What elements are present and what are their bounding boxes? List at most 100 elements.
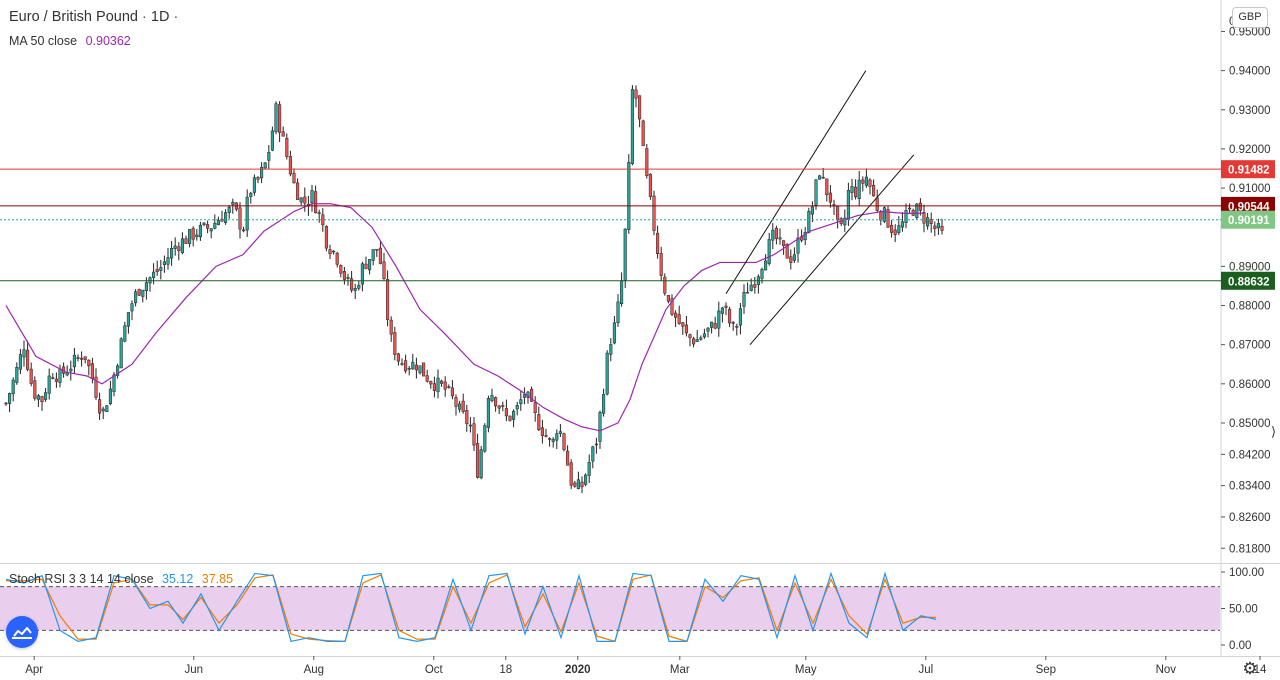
candle-down	[468, 424, 472, 427]
candle-down	[440, 380, 444, 384]
candle-up	[846, 190, 850, 220]
candle-up	[36, 395, 40, 400]
price-level-label-bg	[1221, 210, 1275, 229]
title-separator: ·	[142, 9, 147, 25]
candle-up	[616, 301, 620, 324]
candle-down	[504, 408, 508, 417]
candle-down	[566, 450, 570, 466]
stoch-k-value: 35.12	[162, 572, 194, 586]
candle-up	[152, 271, 156, 278]
candle-down	[335, 252, 339, 265]
candle-up	[353, 288, 357, 291]
candle-down	[184, 238, 188, 244]
time-axis-label: Apr	[25, 664, 43, 676]
stoch-k-line	[5, 571, 937, 643]
candle-up	[447, 386, 451, 388]
candle-down	[497, 405, 501, 409]
candle-down	[414, 364, 418, 371]
candle-up	[807, 211, 811, 233]
symbol-legend[interactable]: Euro / British Pound · 1D ·	[9, 9, 178, 25]
candle-down	[288, 156, 292, 175]
candle-down	[728, 308, 732, 324]
candle-up	[198, 224, 202, 238]
candle-down	[296, 182, 300, 201]
candle-up	[436, 377, 440, 393]
candle-down	[861, 179, 865, 184]
symbol-title: Euro / British Pound	[9, 9, 138, 25]
candle-up	[717, 310, 721, 329]
candle-up	[519, 399, 523, 405]
interval-label: 1D	[150, 9, 170, 25]
candle-down	[450, 387, 454, 397]
candle-down	[191, 228, 195, 240]
candle-up	[274, 103, 278, 133]
candle-down	[378, 247, 382, 264]
candle-up	[44, 392, 48, 400]
ma-legend[interactable]: MA 50 close 0.90362	[9, 34, 131, 48]
currency-button[interactable]: GBP	[1232, 7, 1268, 28]
price-level-label: 0.90544	[1228, 201, 1270, 213]
candle-up	[15, 367, 19, 383]
candle-down	[389, 319, 393, 335]
candle-down	[692, 338, 696, 345]
candle-up	[411, 361, 415, 370]
candle-up	[310, 190, 314, 204]
stoch-legend[interactable]: Stoch RSI 3 3 14 14 close 35.12 37.85	[9, 572, 233, 586]
price-axis-label: 0.93000	[1229, 105, 1271, 117]
candle-down	[4, 402, 8, 405]
candle-down	[886, 209, 890, 228]
candle-down	[443, 381, 447, 390]
candle-down	[929, 219, 933, 224]
price-level-label: 0.88632	[1228, 276, 1270, 288]
time-axis-label: 2020	[565, 664, 591, 676]
candle-down	[641, 120, 645, 147]
candle-down	[461, 400, 465, 412]
candle-up	[270, 130, 274, 151]
candle-up	[224, 212, 228, 223]
candle-down	[94, 376, 98, 398]
candle-up	[119, 338, 123, 369]
candle-up	[418, 365, 422, 374]
candle-down	[425, 375, 429, 382]
price-axis-label: 0.84200	[1229, 449, 1271, 461]
candle-up	[926, 217, 930, 227]
candle-up	[58, 368, 62, 383]
candle-down	[713, 323, 717, 329]
price-level-label-bg	[1221, 196, 1275, 215]
candle-down	[868, 179, 872, 187]
candle-down	[828, 192, 832, 203]
candle-down	[40, 396, 44, 403]
candle-up	[594, 443, 598, 446]
candle-up	[904, 210, 908, 223]
candle-up	[623, 228, 627, 281]
scroll-handle-icon[interactable]: ⟩	[1271, 424, 1277, 439]
price-axis-label: 0.94000	[1229, 66, 1271, 78]
price-axis-label: 0.92000	[1229, 144, 1271, 156]
candle-up	[213, 222, 217, 229]
candle-down	[80, 357, 84, 360]
gear-icon[interactable]: ⚙	[1242, 659, 1258, 678]
candle-up	[702, 333, 706, 338]
candle-up	[522, 394, 526, 398]
candle-up	[900, 221, 904, 228]
candle-down	[785, 244, 789, 259]
candle-up	[512, 410, 516, 420]
candle-down	[688, 334, 692, 339]
candle-up	[738, 308, 742, 326]
candle-up	[252, 177, 256, 193]
logo-icon	[6, 616, 38, 648]
candle-up	[123, 325, 127, 342]
candle-up	[908, 207, 912, 210]
candle-up	[796, 237, 800, 254]
candle-up	[134, 291, 138, 304]
candle-down	[875, 197, 879, 211]
candle-down	[90, 363, 94, 380]
candle-down	[645, 148, 649, 176]
candle-up	[760, 268, 764, 279]
candle-up	[18, 354, 22, 370]
candle-up	[483, 425, 487, 452]
trend-channel-line-2	[749, 154, 915, 345]
ma-label: MA 50 close	[9, 34, 78, 48]
candle-down	[540, 427, 544, 436]
